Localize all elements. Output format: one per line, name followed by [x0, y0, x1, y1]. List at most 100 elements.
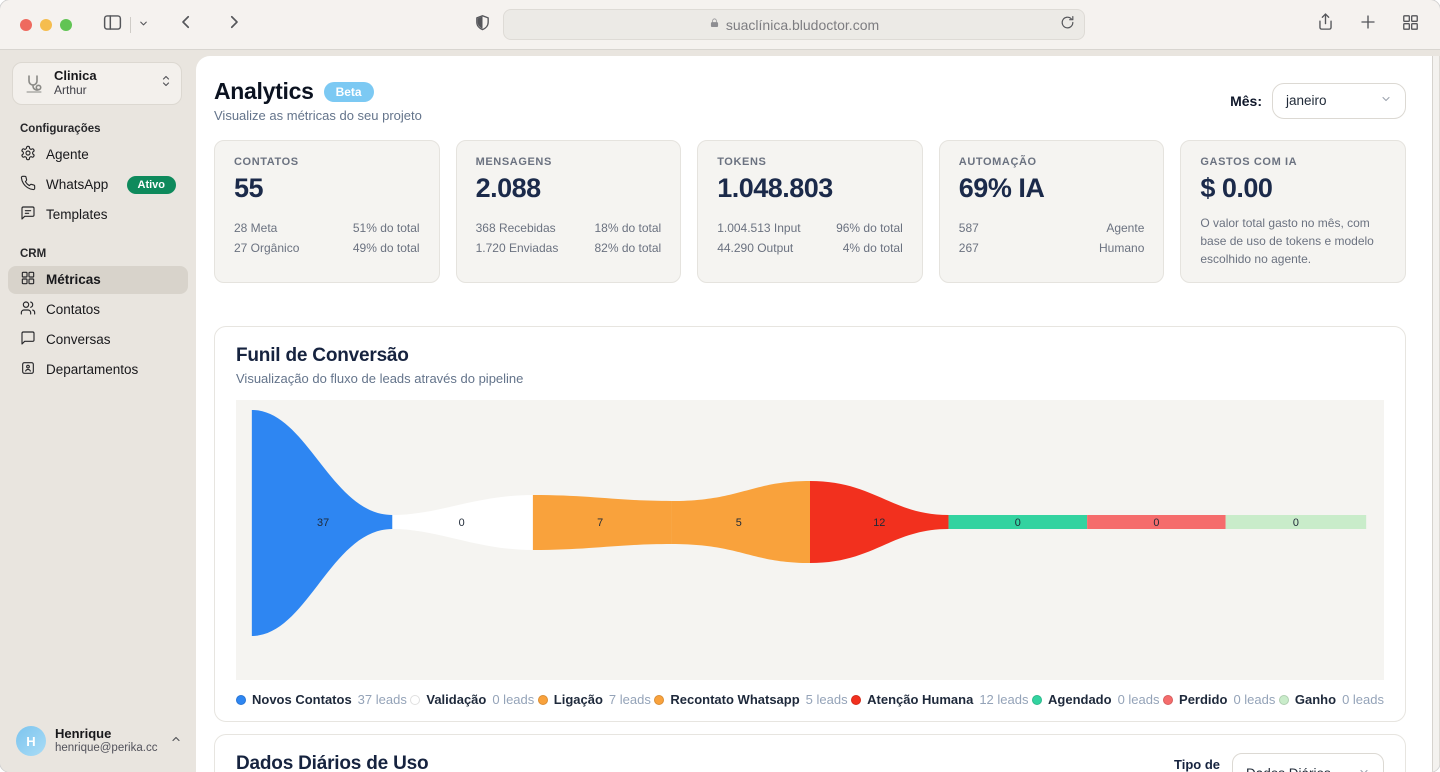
funnel-stage-novos-contatos[interactable]: [251, 410, 393, 636]
legend-dot: [654, 694, 665, 705]
sidebar-item-label: WhatsApp: [46, 177, 109, 193]
chevron-down-icon: [1342, 766, 1370, 772]
funnel-chart: 37 0 7 5 12 0 0 0: [236, 400, 1384, 680]
sidebar-item-whatsapp[interactable]: WhatsApp Ativo: [8, 171, 188, 199]
legend-dot: [236, 694, 246, 705]
page-subtitle: Visualize as métricas do seu projeto: [214, 108, 422, 123]
legend-item: Atenção Humana 12 leads: [851, 692, 1028, 707]
sidebar-item-label: Conversas: [46, 332, 111, 348]
funnel-stage-perdido[interactable]: [1087, 515, 1226, 529]
daily-data-card: Dados Diários de Uso Detalhamento comple…: [214, 734, 1406, 772]
legend-count: 0 leads: [1117, 692, 1160, 707]
metric-type-select[interactable]: Dados Diários: [1232, 753, 1384, 772]
workspace-subtitle: Arthur: [54, 82, 87, 97]
layout-grid-icon: [20, 270, 36, 289]
legend-count: 5 leads: [805, 692, 848, 707]
section-label-configuracoes: Configurações: [20, 122, 101, 135]
funnel-value-label: 5: [736, 517, 742, 529]
funnel-value-label: 0: [459, 517, 465, 529]
sidebar-item-label: Departamentos: [46, 362, 139, 378]
funnel-stage-atencao-humana[interactable]: [810, 481, 949, 563]
legend-label: Ganho: [1294, 692, 1337, 707]
status-badge-ativo: Ativo: [126, 175, 176, 194]
avatar: H: [16, 726, 46, 756]
metric-title: CONTATOS: [234, 156, 299, 168]
metric-row-value: 18% do total: [594, 221, 662, 235]
contact-book-icon: [20, 360, 36, 379]
tab-overview-icon[interactable]: [1401, 13, 1420, 37]
sidebar-item-contatos[interactable]: Contatos: [8, 296, 188, 324]
metric-value: 2.088: [475, 173, 542, 203]
metric-row-value: 4% do total: [842, 241, 903, 255]
metric-row-label: 267: [958, 241, 979, 255]
legend-label: Perdido: [1179, 692, 1228, 707]
metric-row-value: 82% do total: [594, 241, 662, 255]
metric-row-label: 1.004.513 Input: [717, 221, 801, 235]
chevron-down-icon[interactable]: [138, 16, 149, 34]
metric-row-value: 49% do total: [352, 241, 420, 255]
sidebar-item-label: Agente: [46, 147, 89, 163]
chevron-up-icon: [170, 732, 182, 750]
workspace-name: Clinica: [54, 68, 97, 83]
legend-dot: [1278, 694, 1289, 705]
legend-count: 37 leads: [357, 692, 407, 707]
funnel-stage-agendado[interactable]: [948, 515, 1088, 529]
reload-icon[interactable]: [1060, 15, 1075, 35]
funnel-value-label: 12: [873, 517, 885, 529]
message-square-text-icon: [20, 205, 36, 224]
month-select[interactable]: janeiro: [1272, 82, 1406, 119]
forward-icon[interactable]: [225, 13, 243, 36]
new-tab-icon[interactable]: [1359, 13, 1377, 36]
legend-label: Recontato Whatsapp: [670, 692, 800, 707]
workspace-switcher[interactable]: Clinica Arthur: [12, 62, 182, 105]
minimize-button[interactable]: [40, 18, 52, 31]
metric-cards: CONTATOS 55 28 Meta 51% do total 27 Orgân…: [214, 140, 1406, 283]
scrollbar[interactable]: [1432, 56, 1440, 772]
funnel-svg: 37 0 7 5 12 0 0 0: [251, 410, 1367, 636]
clinic-logo-icon: [22, 71, 46, 95]
metric-row-label: 27 Orgânico: [234, 241, 300, 255]
metric-card-automacao: AUTOMAÇÃO 69% IA 587 Agente 267 Humano: [938, 140, 1165, 283]
sidebar-item-templates[interactable]: Templates: [8, 201, 188, 229]
address-bar[interactable]: suaclínica.bludoctor.com: [503, 9, 1085, 40]
sidebar-toggle-icon[interactable]: [102, 12, 123, 38]
funnel-stage-ganho[interactable]: [1225, 515, 1367, 529]
legend-item: Recontato Whatsapp 5 leads: [654, 692, 848, 707]
funnel-legend: Novos Contatos 37 leads Validação 0 lead…: [236, 692, 1384, 707]
sidebar-item-label: Métricas: [46, 272, 101, 288]
legend-dot: [537, 694, 548, 705]
legend-label: Agendado: [1048, 692, 1112, 707]
zoom-button[interactable]: [60, 18, 72, 31]
metric-row-label: 368 Recebidas: [475, 221, 556, 235]
legend-count: 12 leads: [979, 692, 1029, 707]
metric-row-value: 96% do total: [836, 221, 903, 235]
legend-count: 0 leads: [1342, 692, 1384, 707]
sidebar-item-agente[interactable]: Agente: [8, 141, 188, 169]
metric-row-value: Humano: [1099, 241, 1145, 255]
metric-card-tokens: TOKENS 1.048.803 1.004.513 Input 96% do t…: [697, 140, 923, 283]
funnel-stage-validacao[interactable]: [392, 495, 533, 550]
legend-item: Validação 0 leads: [410, 692, 534, 707]
funnel-stage-ligacao[interactable]: [532, 495, 672, 550]
funnel-stage-recontato-whatsapp[interactable]: [671, 481, 810, 563]
lock-icon: [709, 16, 720, 34]
user-menu[interactable]: H Henrique henrique@perika.cc: [0, 716, 196, 772]
sidebar-item-conversas[interactable]: Conversas: [8, 326, 188, 354]
sidebar-item-metricas[interactable]: Métricas: [8, 265, 188, 294]
share-icon[interactable]: [1316, 12, 1335, 37]
legend-dot: [851, 694, 862, 705]
funnel-value-label: 7: [597, 517, 603, 529]
metric-value: $ 0.00: [1200, 173, 1273, 203]
privacy-shield-icon[interactable]: [474, 13, 491, 37]
close-button[interactable]: [20, 18, 32, 31]
legend-label: Novos Contatos: [252, 692, 352, 707]
back-icon[interactable]: [177, 13, 195, 36]
gear-icon: [20, 145, 36, 164]
content-panel: Analytics Beta Visualize as métricas do …: [196, 56, 1432, 772]
sidebar-item-departamentos[interactable]: Departamentos: [8, 356, 188, 384]
legend-label: Validação: [426, 692, 487, 707]
metric-row-value: Agente: [1106, 221, 1145, 235]
sidebar: Clinica Arthur Configurações Agente What…: [0, 50, 196, 772]
month-label: Mês:: [1230, 92, 1262, 109]
metric-row-label: 28 Meta: [234, 221, 278, 235]
